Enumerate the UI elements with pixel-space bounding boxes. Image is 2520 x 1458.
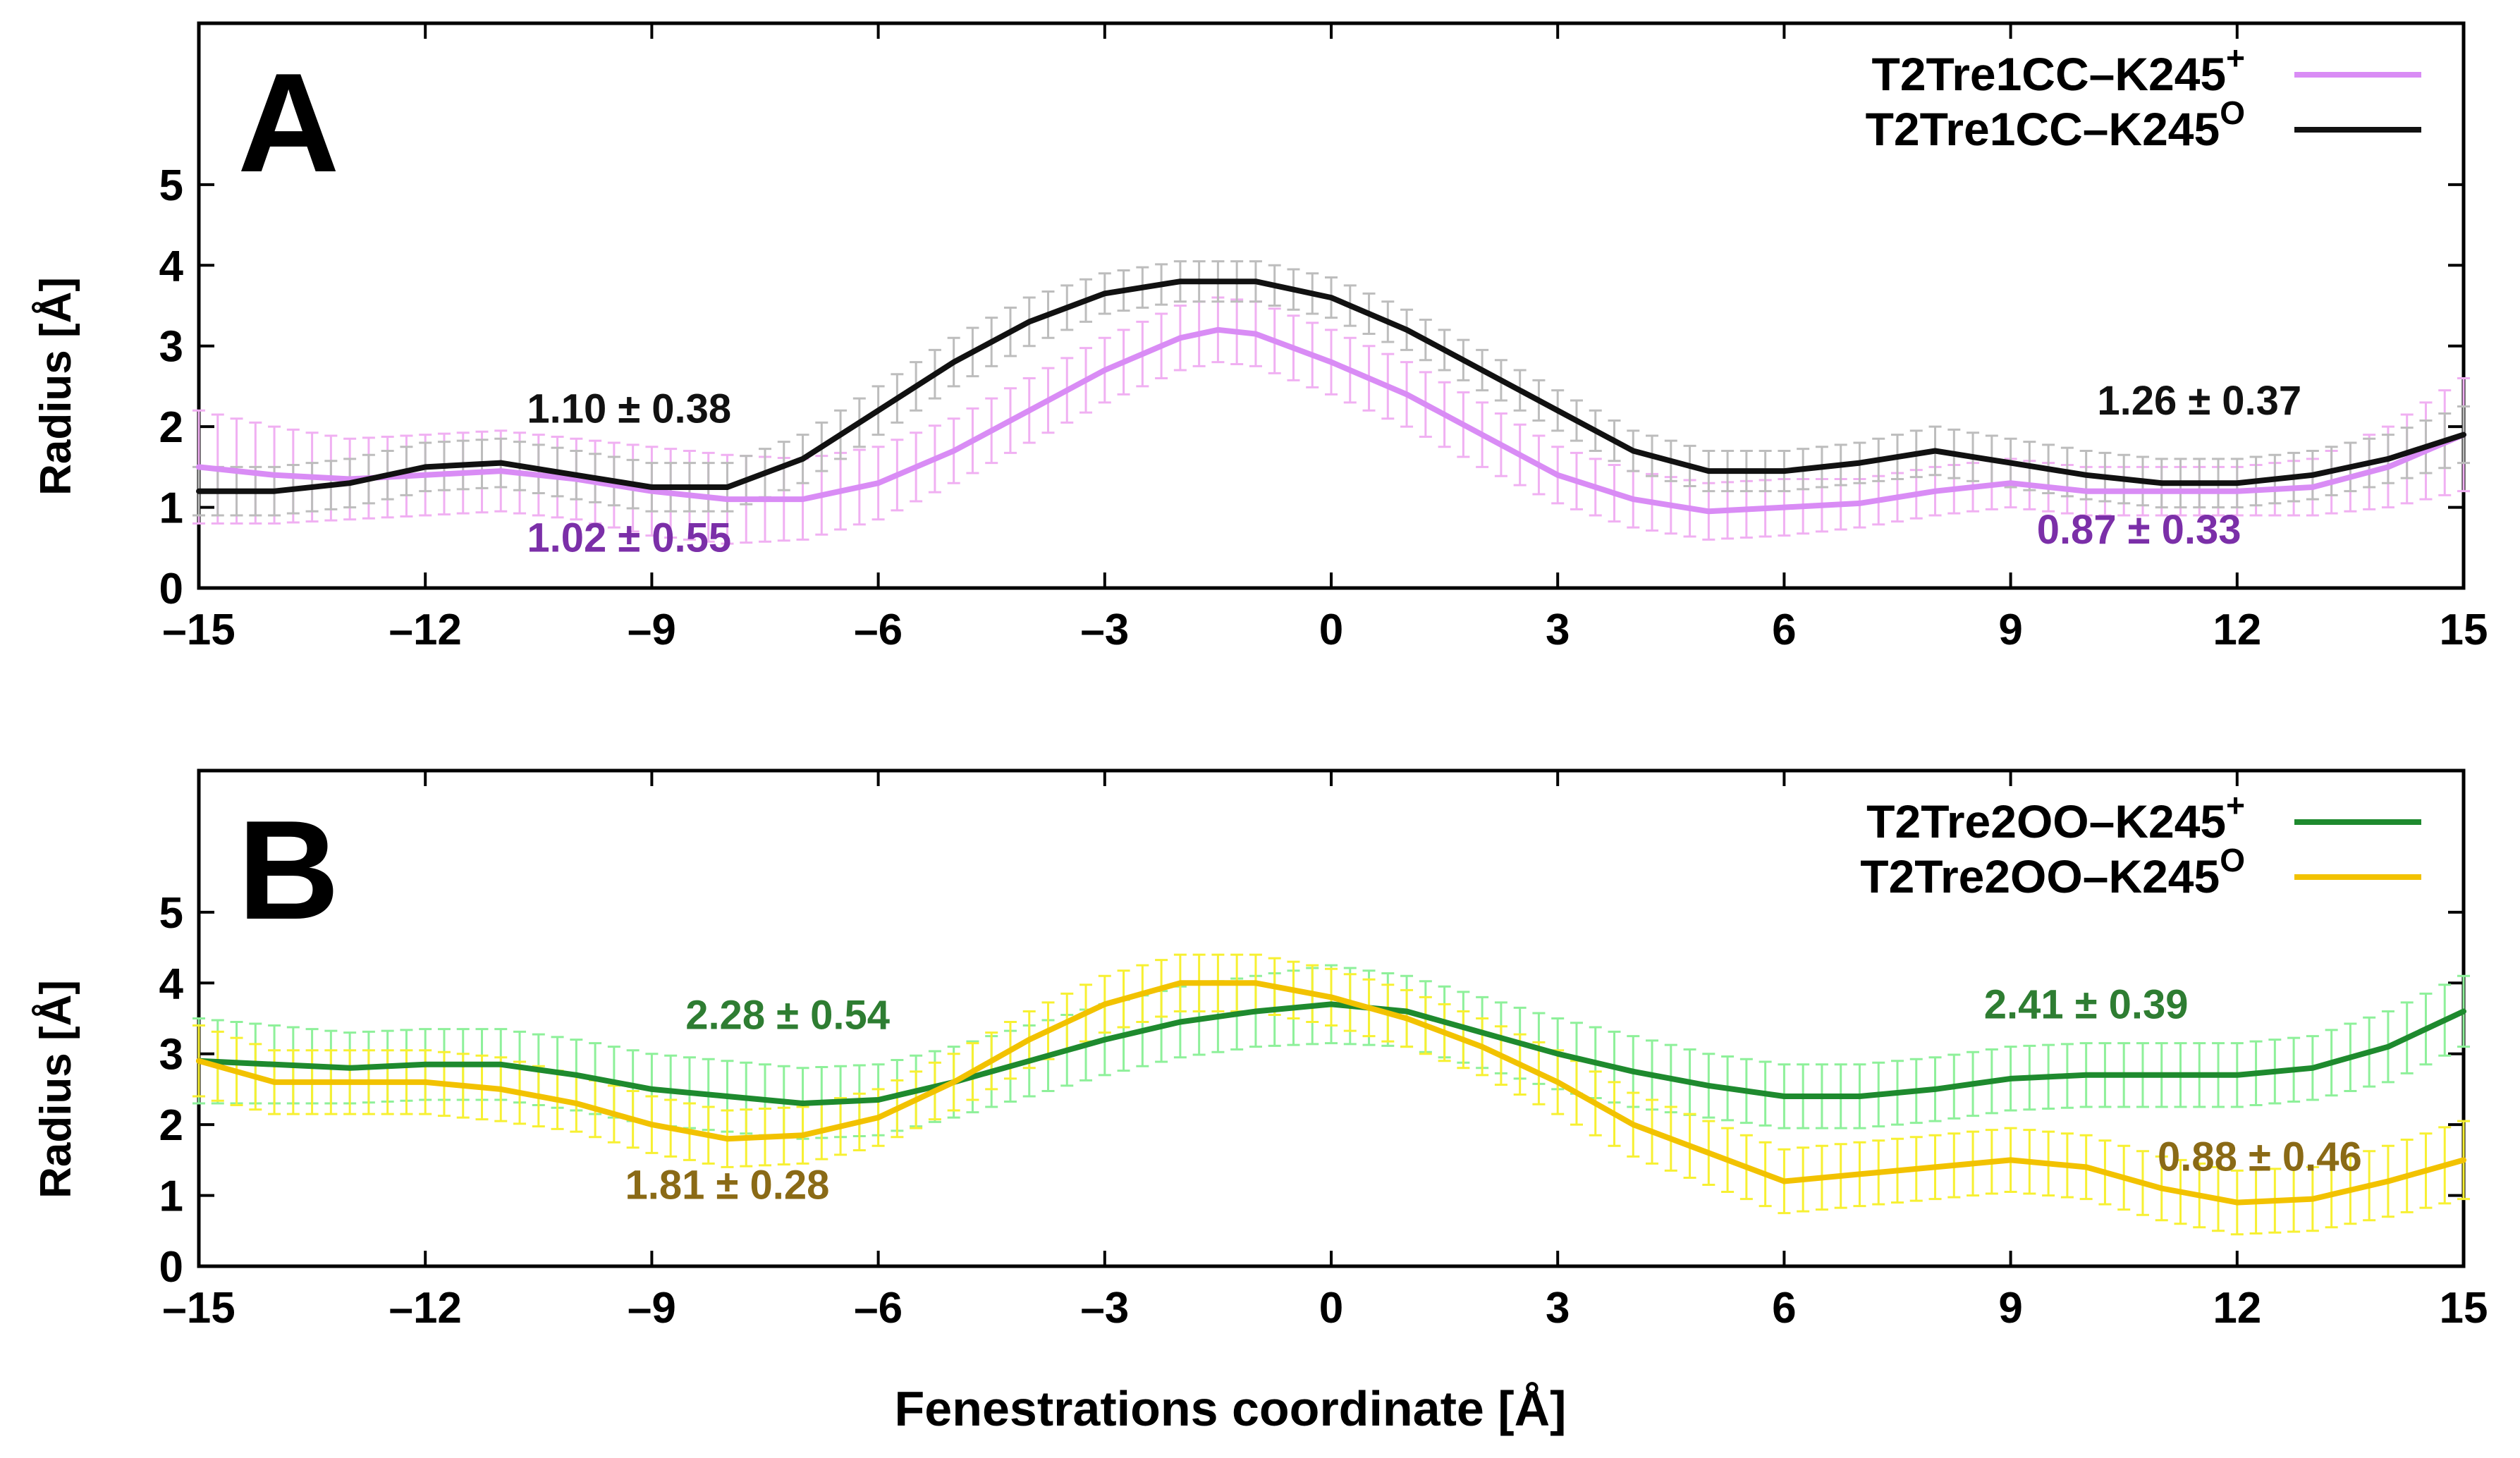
series-line-2 bbox=[196, 980, 2466, 1206]
series-line-1 bbox=[196, 326, 2466, 515]
x-tick-label: –12 bbox=[389, 606, 461, 654]
x-tick-label: 9 bbox=[1998, 606, 2022, 654]
legend-label: T2Tre1CC–K245+ bbox=[1872, 39, 2245, 100]
value-annotation: 2.28 ± 0.54 bbox=[685, 993, 890, 1039]
y-tick-label: 0 bbox=[159, 565, 183, 613]
y-tick-label: 3 bbox=[159, 323, 183, 372]
y-tick-label: 2 bbox=[159, 1101, 183, 1150]
value-annotation: 1.26 ± 0.37 bbox=[2097, 378, 2301, 424]
legend-label: T2Tre2OO–K245O bbox=[1860, 842, 2245, 902]
x-tick-label: –15 bbox=[162, 606, 235, 654]
value-annotation: 1.81 ± 0.28 bbox=[625, 1163, 830, 1208]
x-tick-label: –9 bbox=[628, 606, 676, 654]
value-annotation: 1.10 ± 0.38 bbox=[527, 386, 731, 431]
value-annotation: 0.87 ± 0.33 bbox=[2037, 507, 2241, 553]
x-tick-label: –6 bbox=[854, 606, 903, 654]
y-tick-label: 5 bbox=[159, 889, 183, 938]
x-axis-label: Fenestrations coordinate [Å] bbox=[895, 1381, 1567, 1436]
x-tick-label: 12 bbox=[2213, 606, 2261, 654]
x-tick-label: 15 bbox=[2440, 1284, 2488, 1333]
y-tick-label: 5 bbox=[159, 161, 183, 210]
x-tick-label: –3 bbox=[1080, 1284, 1129, 1333]
series-line-1 bbox=[196, 1001, 2466, 1106]
x-tick-label: 0 bbox=[1319, 1284, 1343, 1333]
x-tick-label: 6 bbox=[1772, 1284, 1796, 1333]
x-tick-label: 3 bbox=[1546, 1284, 1570, 1333]
x-tick-label: 0 bbox=[1319, 606, 1343, 654]
y-tick-label: 4 bbox=[159, 242, 184, 290]
panel-label: A bbox=[238, 44, 339, 202]
y-axis-label: Radius [Å] bbox=[32, 980, 80, 1199]
y-tick-label: 4 bbox=[159, 960, 184, 1008]
y-tick-label: 1 bbox=[159, 484, 183, 533]
x-tick-label: –12 bbox=[389, 1284, 461, 1333]
y-tick-label: 1 bbox=[159, 1172, 183, 1221]
legend-label: T2Tre1CC–K245O bbox=[1866, 94, 2245, 155]
panel-label: B bbox=[238, 792, 339, 949]
series-line-2 bbox=[196, 278, 2466, 494]
x-tick-label: –3 bbox=[1080, 606, 1129, 654]
x-tick-label: 3 bbox=[1546, 606, 1570, 654]
value-annotation: 0.88 ± 0.46 bbox=[2158, 1134, 2362, 1180]
x-tick-label: 9 bbox=[1998, 1284, 2022, 1333]
y-tick-label: 2 bbox=[159, 403, 183, 452]
y-tick-label: 0 bbox=[159, 1243, 183, 1292]
x-tick-label: 12 bbox=[2213, 1284, 2261, 1333]
x-tick-label: –15 bbox=[162, 1284, 235, 1333]
x-tick-label: –6 bbox=[854, 1284, 903, 1333]
x-tick-label: –9 bbox=[628, 1284, 676, 1333]
value-annotation: 2.41 ± 0.39 bbox=[1984, 982, 2189, 1028]
y-tick-label: 3 bbox=[159, 1031, 183, 1079]
y-axis-label: Radius [Å] bbox=[32, 277, 80, 496]
x-tick-label: 15 bbox=[2440, 606, 2488, 654]
legend-label: T2Tre2OO–K245+ bbox=[1866, 787, 2245, 847]
value-annotation: 1.02 ± 0.55 bbox=[527, 515, 731, 561]
x-tick-label: 6 bbox=[1772, 606, 1796, 654]
